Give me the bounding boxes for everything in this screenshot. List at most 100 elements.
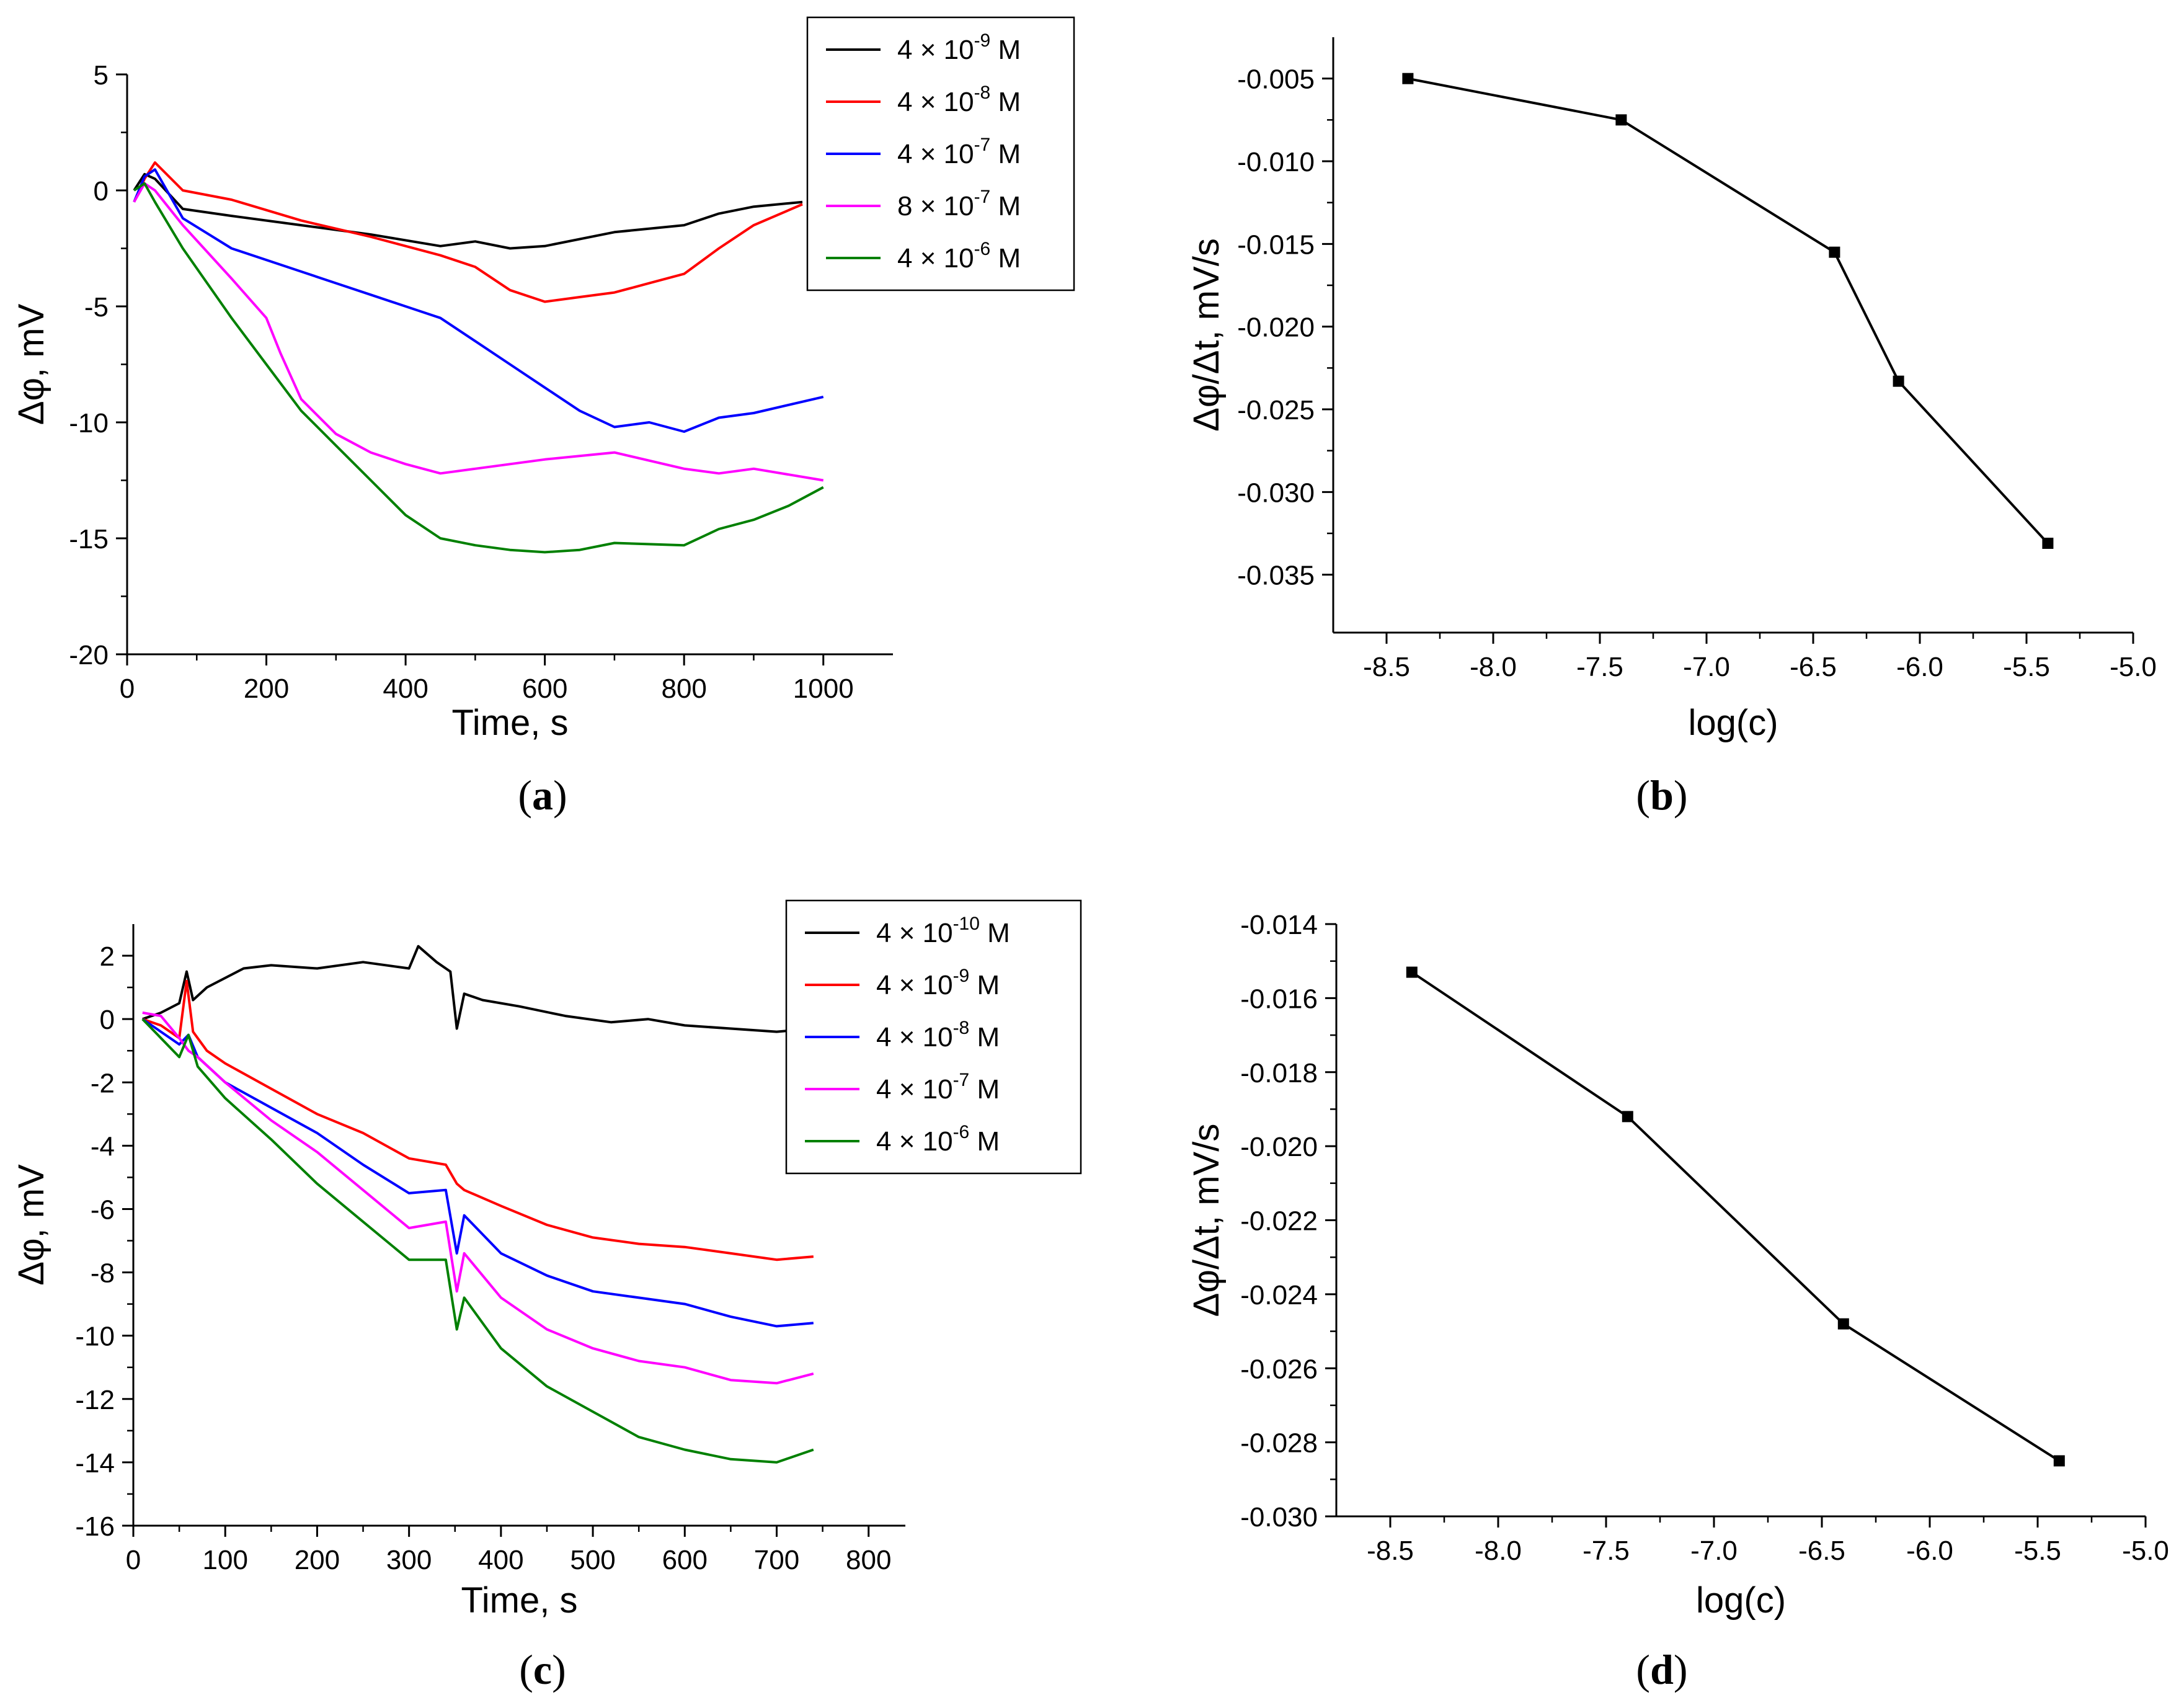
y-tick-label: -0.030	[1240, 1502, 1318, 1532]
x-tick-label: 400	[478, 1545, 523, 1575]
y-tick-label: -0.024	[1240, 1280, 1318, 1310]
y-tick-label: -0.010	[1237, 147, 1315, 177]
legend: 4 × 10-10 M 4 × 10-9 M 4 × 10-8 M 4 × 10-7 …	[785, 899, 1082, 1175]
series-line-3	[133, 168, 824, 433]
legend-label: 4 × 10-7 M	[897, 135, 1021, 169]
x-tick-label: 0	[120, 674, 135, 704]
y-tick-label: -0.030	[1237, 478, 1315, 508]
panel-label: (a)	[518, 772, 567, 819]
x-tick-label: -5.0	[2110, 652, 2157, 682]
y-tick-label: -0.005	[1237, 64, 1315, 95]
x-axis-title: log(c)	[1696, 1580, 1786, 1621]
x-tick-label: 300	[386, 1545, 432, 1575]
x-tick-label: -6.0	[1906, 1536, 1953, 1566]
data-point-marker	[2042, 538, 2054, 549]
x-tick-label: 800	[846, 1545, 891, 1575]
y-tick-label: -2	[91, 1068, 115, 1098]
legend-label: 4 × 10-9 M	[876, 966, 1000, 1000]
y-tick-label: -0.016	[1240, 984, 1318, 1014]
chart-panel-c: 0 100 200 300 400 500 600 700 800 -16 -14 -12 -10 -8 -…	[11, 899, 1082, 1693]
y-tick-label: -16	[75, 1511, 115, 1542]
y-tick-label: -10	[69, 408, 109, 438]
y-tick-label: -0.035	[1237, 561, 1315, 591]
chart-panel-b: -8.5 -8.0 -7.5 -7.0 -6.5 -6.0 -5.5 -5.0 -0.035 -0…	[1186, 37, 2157, 819]
y-tick-label: -14	[75, 1448, 115, 1479]
data-point-marker	[1622, 1111, 1633, 1123]
x-tick-label: 500	[570, 1545, 615, 1575]
y-tick-label: 5	[94, 60, 109, 91]
series-line-5	[133, 182, 824, 554]
x-tick-label: -6.0	[1896, 652, 1943, 682]
x-tick-label: -5.5	[2014, 1536, 2061, 1566]
y-axis-title: Δφ/Δt, mV/s	[1186, 238, 1227, 432]
panel-label: (b)	[1636, 772, 1687, 819]
legend-label: 4 × 10-8 M	[876, 1018, 1000, 1052]
y-tick-label: -0.020	[1240, 1132, 1318, 1162]
data-point-marker	[1829, 246, 1840, 258]
legend-label: 8 × 10-7 M	[897, 187, 1021, 221]
series-line-3	[141, 1018, 814, 1328]
y-axis-title: Δφ, mV	[11, 303, 51, 425]
x-tick-label: -8.5	[1363, 652, 1410, 682]
legend-label: 4 × 10-6 M	[897, 239, 1021, 274]
data-point-marker	[2053, 1455, 2065, 1467]
y-tick-label: -0.026	[1240, 1354, 1318, 1384]
x-tick-label: 800	[661, 674, 706, 704]
y-tick-label: -0.014	[1240, 910, 1318, 940]
y-axis-title: Δφ/Δt, mV/s	[1186, 1124, 1227, 1317]
data-point-marker	[1406, 966, 1418, 978]
y-tick-label: 0	[94, 176, 109, 207]
panel-label: (d)	[1636, 1646, 1687, 1693]
x-tick-label: 100	[203, 1545, 248, 1575]
x-tick-label: -8.0	[1475, 1536, 1522, 1566]
y-tick-label: -8	[91, 1258, 115, 1289]
x-axis-title: Time, s	[461, 1580, 578, 1621]
x-tick-label: 700	[754, 1545, 799, 1575]
x-tick-label: -5.0	[2122, 1536, 2169, 1566]
x-tick-label: 600	[662, 1545, 708, 1575]
x-tick-label: -6.5	[1790, 652, 1837, 682]
x-axis-title: Time, s	[452, 703, 569, 743]
x-tick-label: -5.5	[2003, 652, 2050, 682]
y-axis-title: Δφ, mV	[11, 1164, 51, 1286]
x-tick-label: 1000	[793, 674, 854, 704]
y-tick-label: 2	[100, 941, 115, 972]
x-tick-label: -7.5	[1583, 1536, 1630, 1566]
series-line-1	[142, 945, 814, 1033]
data-point-marker	[1402, 73, 1414, 84]
series-line-4	[142, 1011, 814, 1385]
series-line-4	[133, 182, 824, 482]
data-point-marker	[1837, 1318, 1849, 1330]
series-line-1	[1408, 77, 2049, 545]
y-tick-label: -0.028	[1240, 1428, 1318, 1459]
x-tick-label: 0	[126, 1545, 141, 1575]
y-tick-label: -4	[91, 1131, 115, 1162]
y-tick-label: -5	[84, 292, 109, 322]
x-tick-label: -8.0	[1470, 652, 1517, 682]
y-tick-label: -10	[75, 1322, 115, 1352]
y-tick-label: -0.022	[1240, 1206, 1318, 1237]
x-tick-label: 400	[383, 674, 428, 704]
legend: 4 × 10-9 M 4 × 10-8 M 4 × 10-7 M 8 × 10-7 M…	[806, 16, 1075, 291]
series-line-5	[141, 1018, 814, 1464]
x-tick-label: 200	[244, 674, 289, 704]
legend-label: 4 × 10-10 M	[876, 914, 1010, 948]
series-line-1	[1411, 971, 2060, 1462]
legend-label: 4 × 10-7 M	[876, 1070, 1000, 1105]
x-tick-label: -7.0	[1683, 652, 1730, 682]
chart-panel-d: -8.5 -8.0 -7.5 -7.0 -6.5 -6.0 -5.5 -5.0 -0.030 -0…	[1186, 910, 2169, 1693]
chart-panel-a: 0 200 400 600 800 1000 -20 -15 -10 -5 0 5 Time, s Δφ,…	[11, 16, 1075, 819]
legend-label: 4 × 10-9 M	[897, 30, 1021, 65]
x-tick-label: 600	[522, 674, 567, 704]
y-tick-label: 0	[100, 1005, 115, 1035]
legend-label: 4 × 10-8 M	[897, 82, 1021, 117]
y-tick-label: -0.020	[1237, 313, 1315, 343]
x-tick-label: 200	[295, 1545, 340, 1575]
y-tick-label: -12	[75, 1385, 115, 1415]
x-tick-label: -6.5	[1798, 1536, 1845, 1566]
x-tick-label: -7.5	[1576, 652, 1623, 682]
legend-label: 4 × 10-6 M	[876, 1122, 1000, 1157]
series-line-1	[133, 172, 803, 250]
y-tick-label: -15	[69, 524, 109, 554]
